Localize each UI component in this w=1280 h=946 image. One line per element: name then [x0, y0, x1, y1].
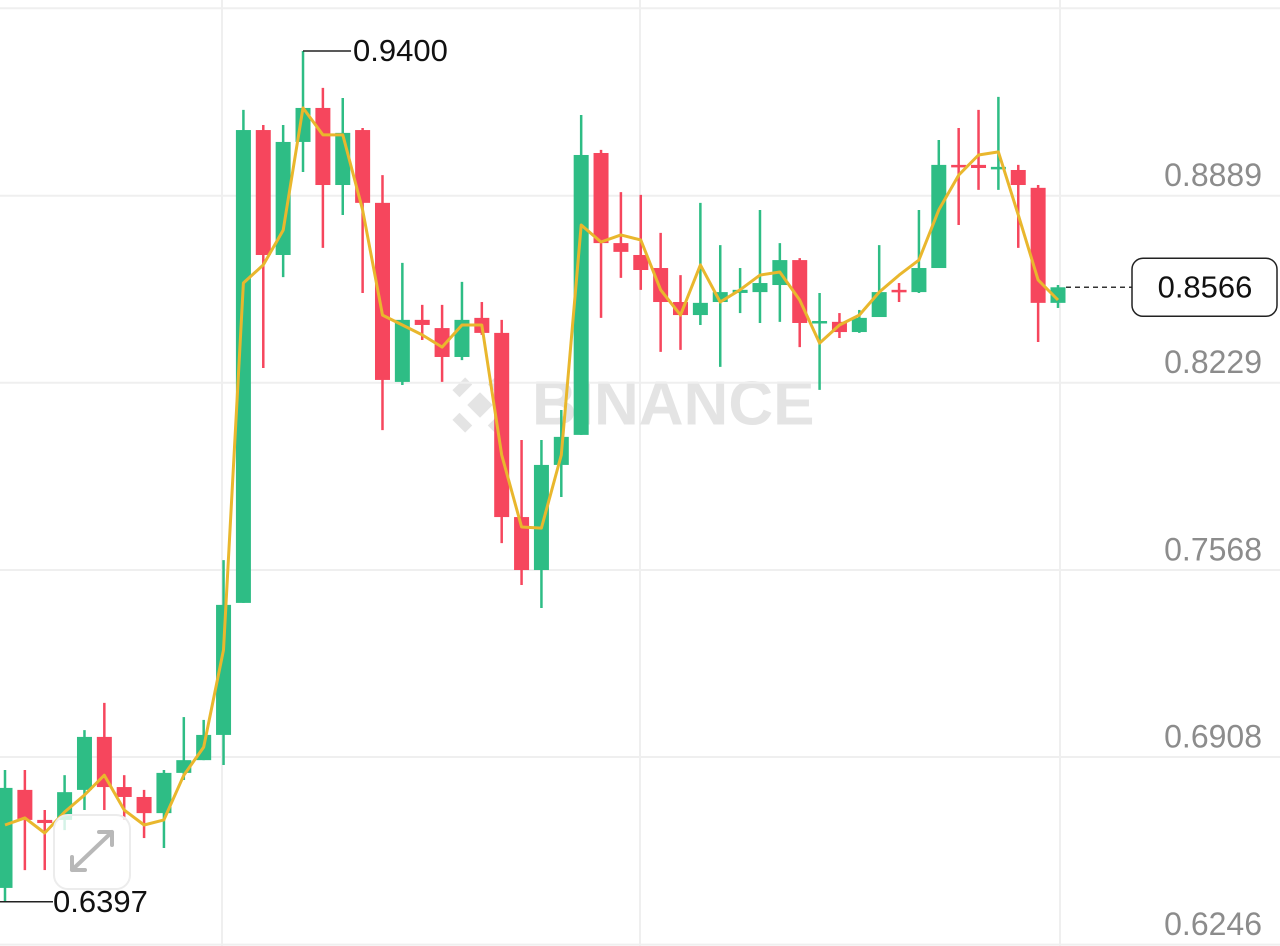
candle-body [931, 164, 947, 269]
candle-body [891, 289, 907, 293]
candle-body [355, 130, 371, 203]
y-tick-label: 0.6246 [1164, 906, 1262, 942]
candle-body [17, 789, 33, 820]
expand-button[interactable] [53, 814, 131, 890]
candle-body [116, 787, 132, 797]
candle-body [434, 328, 450, 357]
candle-body [871, 292, 887, 318]
candle-body [971, 164, 987, 169]
candle-body [633, 254, 649, 271]
candle-body [156, 772, 172, 814]
candle-body [57, 792, 73, 820]
candle-body [911, 268, 927, 293]
candle-body [1010, 169, 1026, 186]
candle-body [374, 202, 390, 380]
y-tick-label: 0.9551 [1164, 0, 1262, 6]
y-tick-label: 0.8889 [1164, 157, 1262, 193]
watermark-logo [452, 377, 508, 433]
candle-body [37, 819, 53, 824]
candle-body [573, 154, 589, 435]
candle-body [275, 141, 291, 255]
high-marker-label: 0.9400 [353, 33, 448, 68]
candle-body [613, 243, 629, 252]
candle-body [1050, 287, 1066, 303]
plot-area [0, 50, 1066, 902]
last-price-label: 0.8566 [1158, 269, 1253, 304]
candle-body [692, 302, 708, 316]
candle-body [752, 283, 768, 293]
candle-body [136, 796, 152, 814]
candle-body [414, 319, 430, 325]
y-tick-label: 0.8229 [1164, 344, 1262, 380]
candle-body [255, 130, 271, 255]
candle-body [851, 317, 867, 333]
candle-body [216, 604, 232, 735]
moving-average-line [4, 106, 1060, 835]
candle-body [0, 787, 13, 888]
candle-body [76, 736, 92, 790]
last-price-box [1131, 257, 1278, 318]
candle-body [812, 320, 828, 324]
candle-body [712, 292, 728, 303]
candle-body [394, 319, 410, 382]
candle-body [514, 517, 530, 571]
candle-body [96, 736, 112, 788]
candle-body [951, 164, 967, 168]
expand-icon[interactable] [70, 830, 114, 872]
candle-body [990, 166, 1006, 170]
candle-body [533, 464, 549, 571]
y-tick-label: 0.6908 [1164, 718, 1262, 754]
candle-body [593, 152, 609, 244]
candle-body [1030, 187, 1046, 303]
candle-body [315, 107, 331, 186]
y-tick-label: 0.7568 [1164, 531, 1262, 567]
candle-body [235, 130, 251, 603]
